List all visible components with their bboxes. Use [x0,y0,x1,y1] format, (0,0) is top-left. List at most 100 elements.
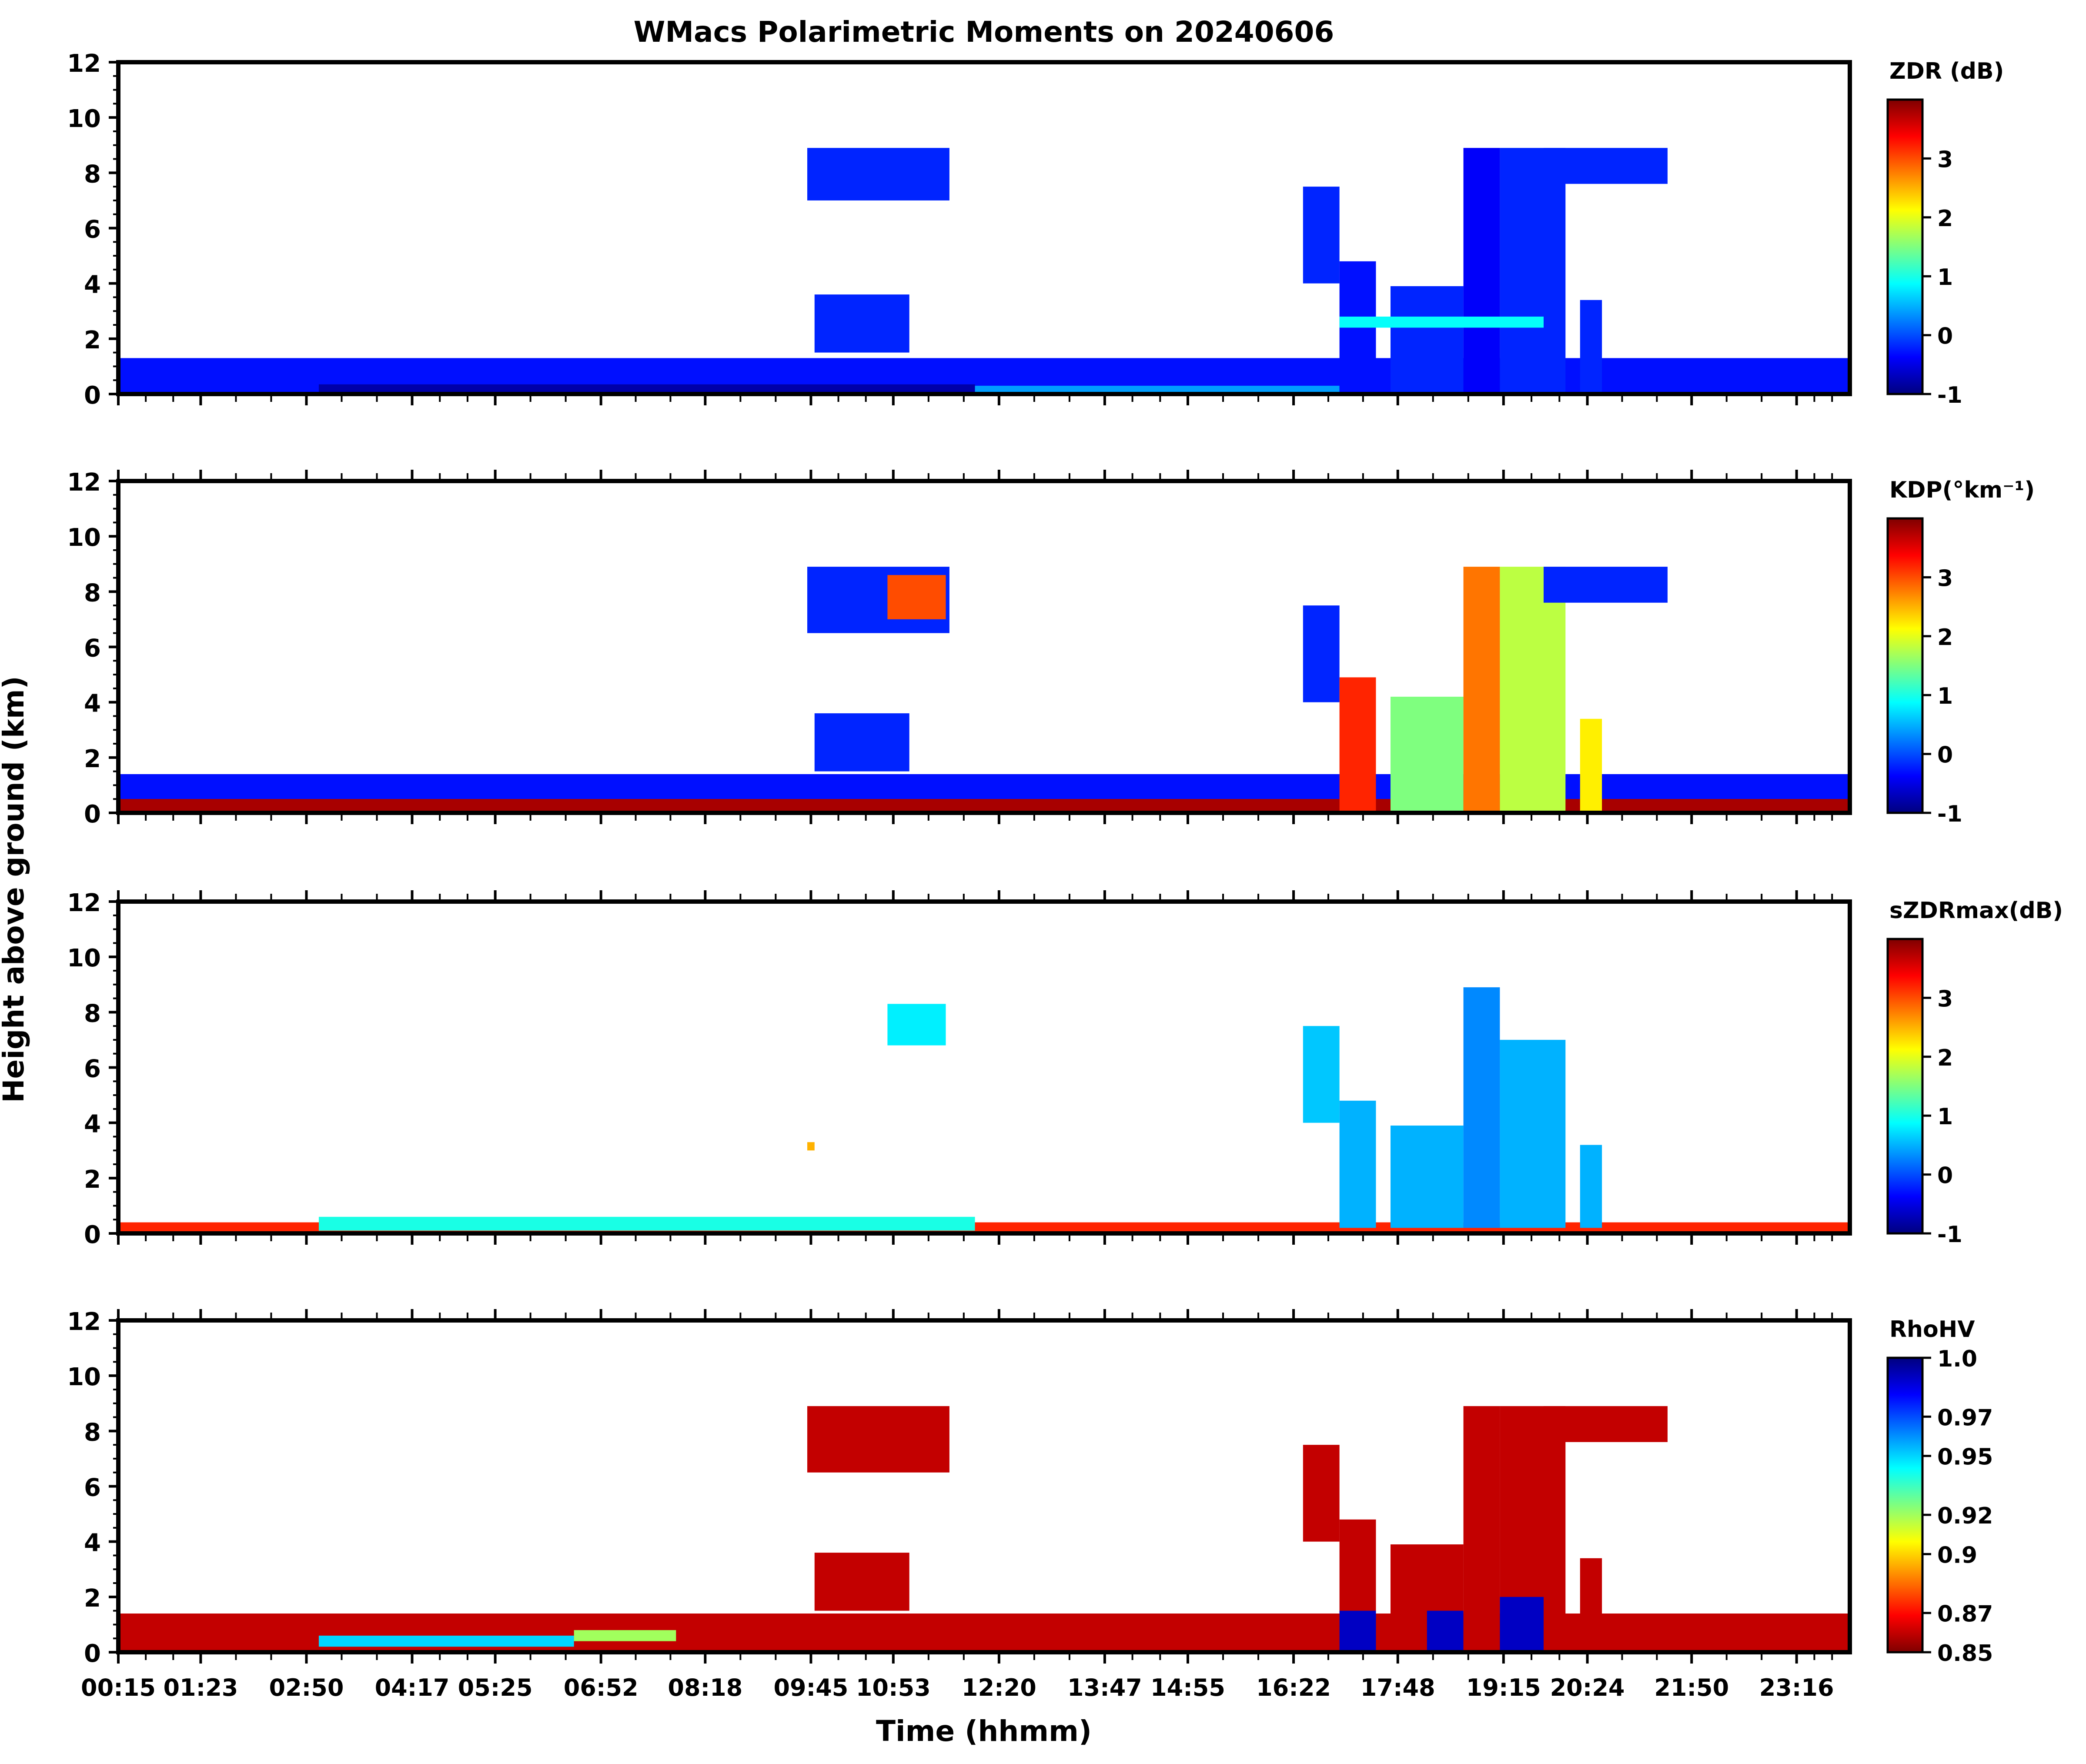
colorbar-tick-label: 1 [1937,683,1953,709]
echo-region-8 [1339,1610,1376,1652]
echo-region-12 [1543,148,1668,184]
echo-region-10 [1427,1610,1464,1652]
x-tick-label: 08:18 [668,1674,742,1701]
y-tick-label: 2 [84,1166,101,1194]
echo-region-6 [1303,605,1340,702]
echo-region-12 [1543,567,1668,603]
y-tick-label: 12 [67,889,101,917]
y-tick-label: 6 [84,1055,101,1083]
y-tick-label: 4 [84,690,101,718]
echo-region-6 [1303,1445,1340,1542]
colorbar [1886,98,1924,395]
y-tick-label: 2 [84,745,101,773]
colorbar-tick-label: 3 [1937,565,1953,591]
echo-region-6 [1390,1126,1464,1228]
echo-region-9 [1463,148,1500,394]
echo-region-10 [1500,148,1566,394]
colorbar-tick-label: 3 [1937,986,1953,1012]
colorbar-tick-label: 0.9 [1937,1542,1977,1568]
colorbar-tick-label: 1.0 [1937,1346,1977,1372]
colorbar-tick-label: 0.97 [1937,1405,1993,1431]
y-tick-label: 8 [84,160,101,188]
echo-region-5 [814,1553,909,1611]
y-tick-label: 2 [84,1584,101,1613]
colorbar-label: KDP(°km⁻¹) [1889,477,2035,503]
x-tick-label: 12:20 [962,1674,1036,1701]
colorbar-tick-label: 2 [1937,625,1953,651]
x-tick-label: 13:47 [1067,1674,1142,1701]
colorbar [1886,1356,1924,1654]
echo-region-13 [1339,316,1544,328]
colorbar-tick-label: -1 [1937,1222,1962,1248]
x-tick-label: 04:17 [375,1674,450,1701]
echo-region-8 [1390,286,1464,394]
plot-frame [116,1318,1852,1654]
y-tick-label: 0 [84,381,101,410]
echo-region-8 [1390,696,1464,813]
y-tick-label: 0 [84,1640,101,1668]
echo-region-10 [807,1142,815,1151]
y-tick-label: 10 [67,944,101,972]
y-tick-label: 6 [84,1474,101,1502]
data-layer [118,567,1850,813]
colorbar-tick-label: 2 [1937,206,1953,232]
y-tick-label: 6 [84,216,101,244]
panel-rhohv: 0 2 4 6 8 10 12 00:15 01:23 02:50 04:17 05:25 06:52 0… [67,1308,1993,1701]
y-tick-label: 10 [67,105,101,133]
echo-region-15 [1543,1406,1668,1442]
colorbar-tick-label: 0.85 [1937,1640,1993,1667]
y-tick-label: 10 [67,524,101,552]
y-tick-label: 8 [84,1418,101,1447]
x-tick-label: 14:55 [1150,1674,1225,1701]
figure-title: WMacs Polarimetric Moments on 20240606 [634,15,1334,49]
y-tick-label: 4 [84,1529,101,1557]
echo-region-2 [318,1216,975,1231]
y-tick-label: 0 [84,800,101,829]
echo-region-8 [1500,1039,1566,1228]
y-tick-label: 12 [67,468,101,497]
echo-region-4 [1303,1026,1340,1123]
colorbar-tick-label: 0 [1937,324,1953,350]
colorbar-tick-label: 1 [1937,1104,1953,1130]
y-tick-label: 4 [84,1110,101,1139]
colorbar-tick-label: 2 [1937,1045,1953,1071]
echo-region-3 [574,1630,676,1641]
x-tick-label: 16:22 [1256,1674,1331,1701]
y-tick-label: 6 [84,635,101,663]
plot-frame [116,899,1852,1236]
echo-region-9 [1580,1145,1602,1228]
echo-region-2 [318,384,975,394]
x-tick-label: 06:52 [564,1674,639,1701]
x-axis-label: Time (hhmm) [876,1714,1092,1748]
x-tick-label: 09:45 [773,1674,848,1701]
echo-region-13 [1500,1597,1544,1652]
x-tick-label: 02:50 [269,1674,344,1701]
echo-region-11 [1580,300,1602,394]
colorbar-tick-label: 0.87 [1937,1601,1993,1627]
x-tick-label: 10:53 [856,1674,931,1701]
echo-region-5 [814,294,909,353]
colorbar-tick-label: -1 [1937,382,1962,408]
x-tick-label: 21:50 [1654,1674,1729,1701]
plot-frame [116,60,1852,396]
echo-region-7 [1339,677,1376,813]
echo-region-6 [1303,187,1340,284]
echo-region-4 [807,1406,949,1473]
plot-frame [116,479,1852,815]
echo-region-9 [1463,567,1500,813]
y-tick-label: 8 [84,999,101,1028]
echo-region-5 [1339,1100,1376,1228]
colorbar [1886,517,1924,814]
colorbar-label: sZDRmax(dB) [1889,898,2063,924]
echo-region-7 [1463,987,1500,1228]
colorbar-label: ZDR (dB) [1889,58,2004,84]
colorbar-tick-label: -1 [1937,801,1962,827]
colorbar-tick-label: 0 [1937,1163,1953,1189]
echo-region-3 [887,1004,946,1046]
colorbar-tick-label: 0 [1937,742,1953,768]
